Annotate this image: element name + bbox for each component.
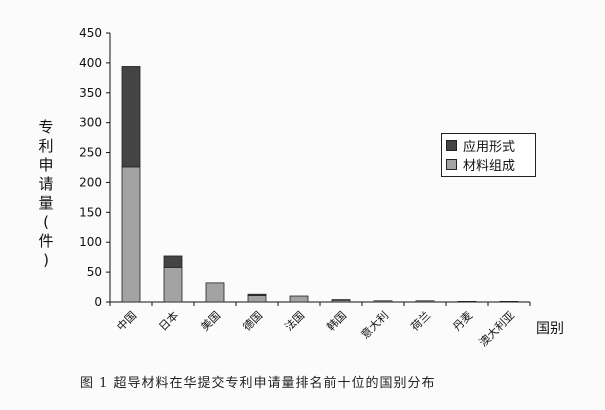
x-category-label: 法国 [282, 308, 307, 333]
x-category-label: 中国 [114, 309, 139, 334]
y-axis-label-char: 量 [38, 194, 54, 212]
bar-material-segment [121, 166, 141, 303]
y-tick-label: 0 [94, 295, 102, 309]
x-category-label: 澳大利亚 [476, 308, 517, 349]
x-category-label: 意大利 [358, 308, 391, 341]
y-tick-label: 300 [79, 116, 102, 130]
y-axis-label-char: ) [43, 251, 49, 269]
y-tick-label: 350 [79, 86, 102, 100]
x-category-label: 荷兰 [408, 309, 433, 334]
bar-material-segment [499, 301, 519, 303]
bar-application-segment [121, 66, 141, 168]
y-axis-label-char: 专 [38, 118, 54, 136]
bar-material-segment [373, 300, 393, 303]
bar-application-segment [331, 299, 351, 301]
x-category-label: 日本 [156, 308, 181, 333]
legend-label-application: 应用形式 [463, 140, 516, 155]
x-axis-label: 国别 [536, 321, 564, 337]
y-axis-label-char: 利 [38, 137, 54, 155]
y-tick-label: 400 [79, 56, 102, 70]
legend-item-application: 应用形式 [446, 136, 531, 155]
bar-material-segment [205, 282, 225, 303]
bar-application-segment [163, 255, 183, 268]
legend-label-material: 材料组成 [463, 159, 516, 174]
y-axis-label-char: 请 [38, 175, 54, 193]
y-tick-label: 150 [79, 205, 102, 219]
x-category-label: 韩国 [324, 308, 349, 333]
x-category-label: 美国 [198, 309, 223, 334]
x-category-label: 丹麦 [450, 309, 475, 334]
y-tick-label: 200 [79, 175, 102, 189]
y-axis-label: 专利申请量(件) [37, 118, 55, 270]
figure-caption: 图 1 超导材料在华提交专利申请量排名前十位的国别分布 [80, 376, 436, 391]
bar-material-segment [457, 301, 477, 303]
x-category-label: 德国 [240, 308, 265, 333]
y-tick-label: 450 [79, 26, 102, 40]
bar-application-segment [247, 293, 267, 296]
legend: 应用形式 材料组成 [441, 133, 536, 177]
bar-material-segment [415, 300, 435, 303]
bar-material-segment [289, 295, 309, 303]
bar-material-segment [247, 295, 267, 303]
legend-swatch-material [446, 159, 457, 170]
y-tick-label: 50 [87, 265, 102, 279]
legend-item-material: 材料组成 [446, 155, 531, 174]
y-tick-label: 250 [79, 146, 102, 160]
legend-swatch-application [446, 140, 457, 151]
y-axis-label-char: 申 [38, 156, 54, 174]
bar-material-segment [163, 266, 183, 303]
y-axis-label-char: 件 [38, 232, 54, 250]
y-axis-label-char: ( [43, 213, 49, 231]
y-tick-label: 100 [79, 235, 102, 249]
